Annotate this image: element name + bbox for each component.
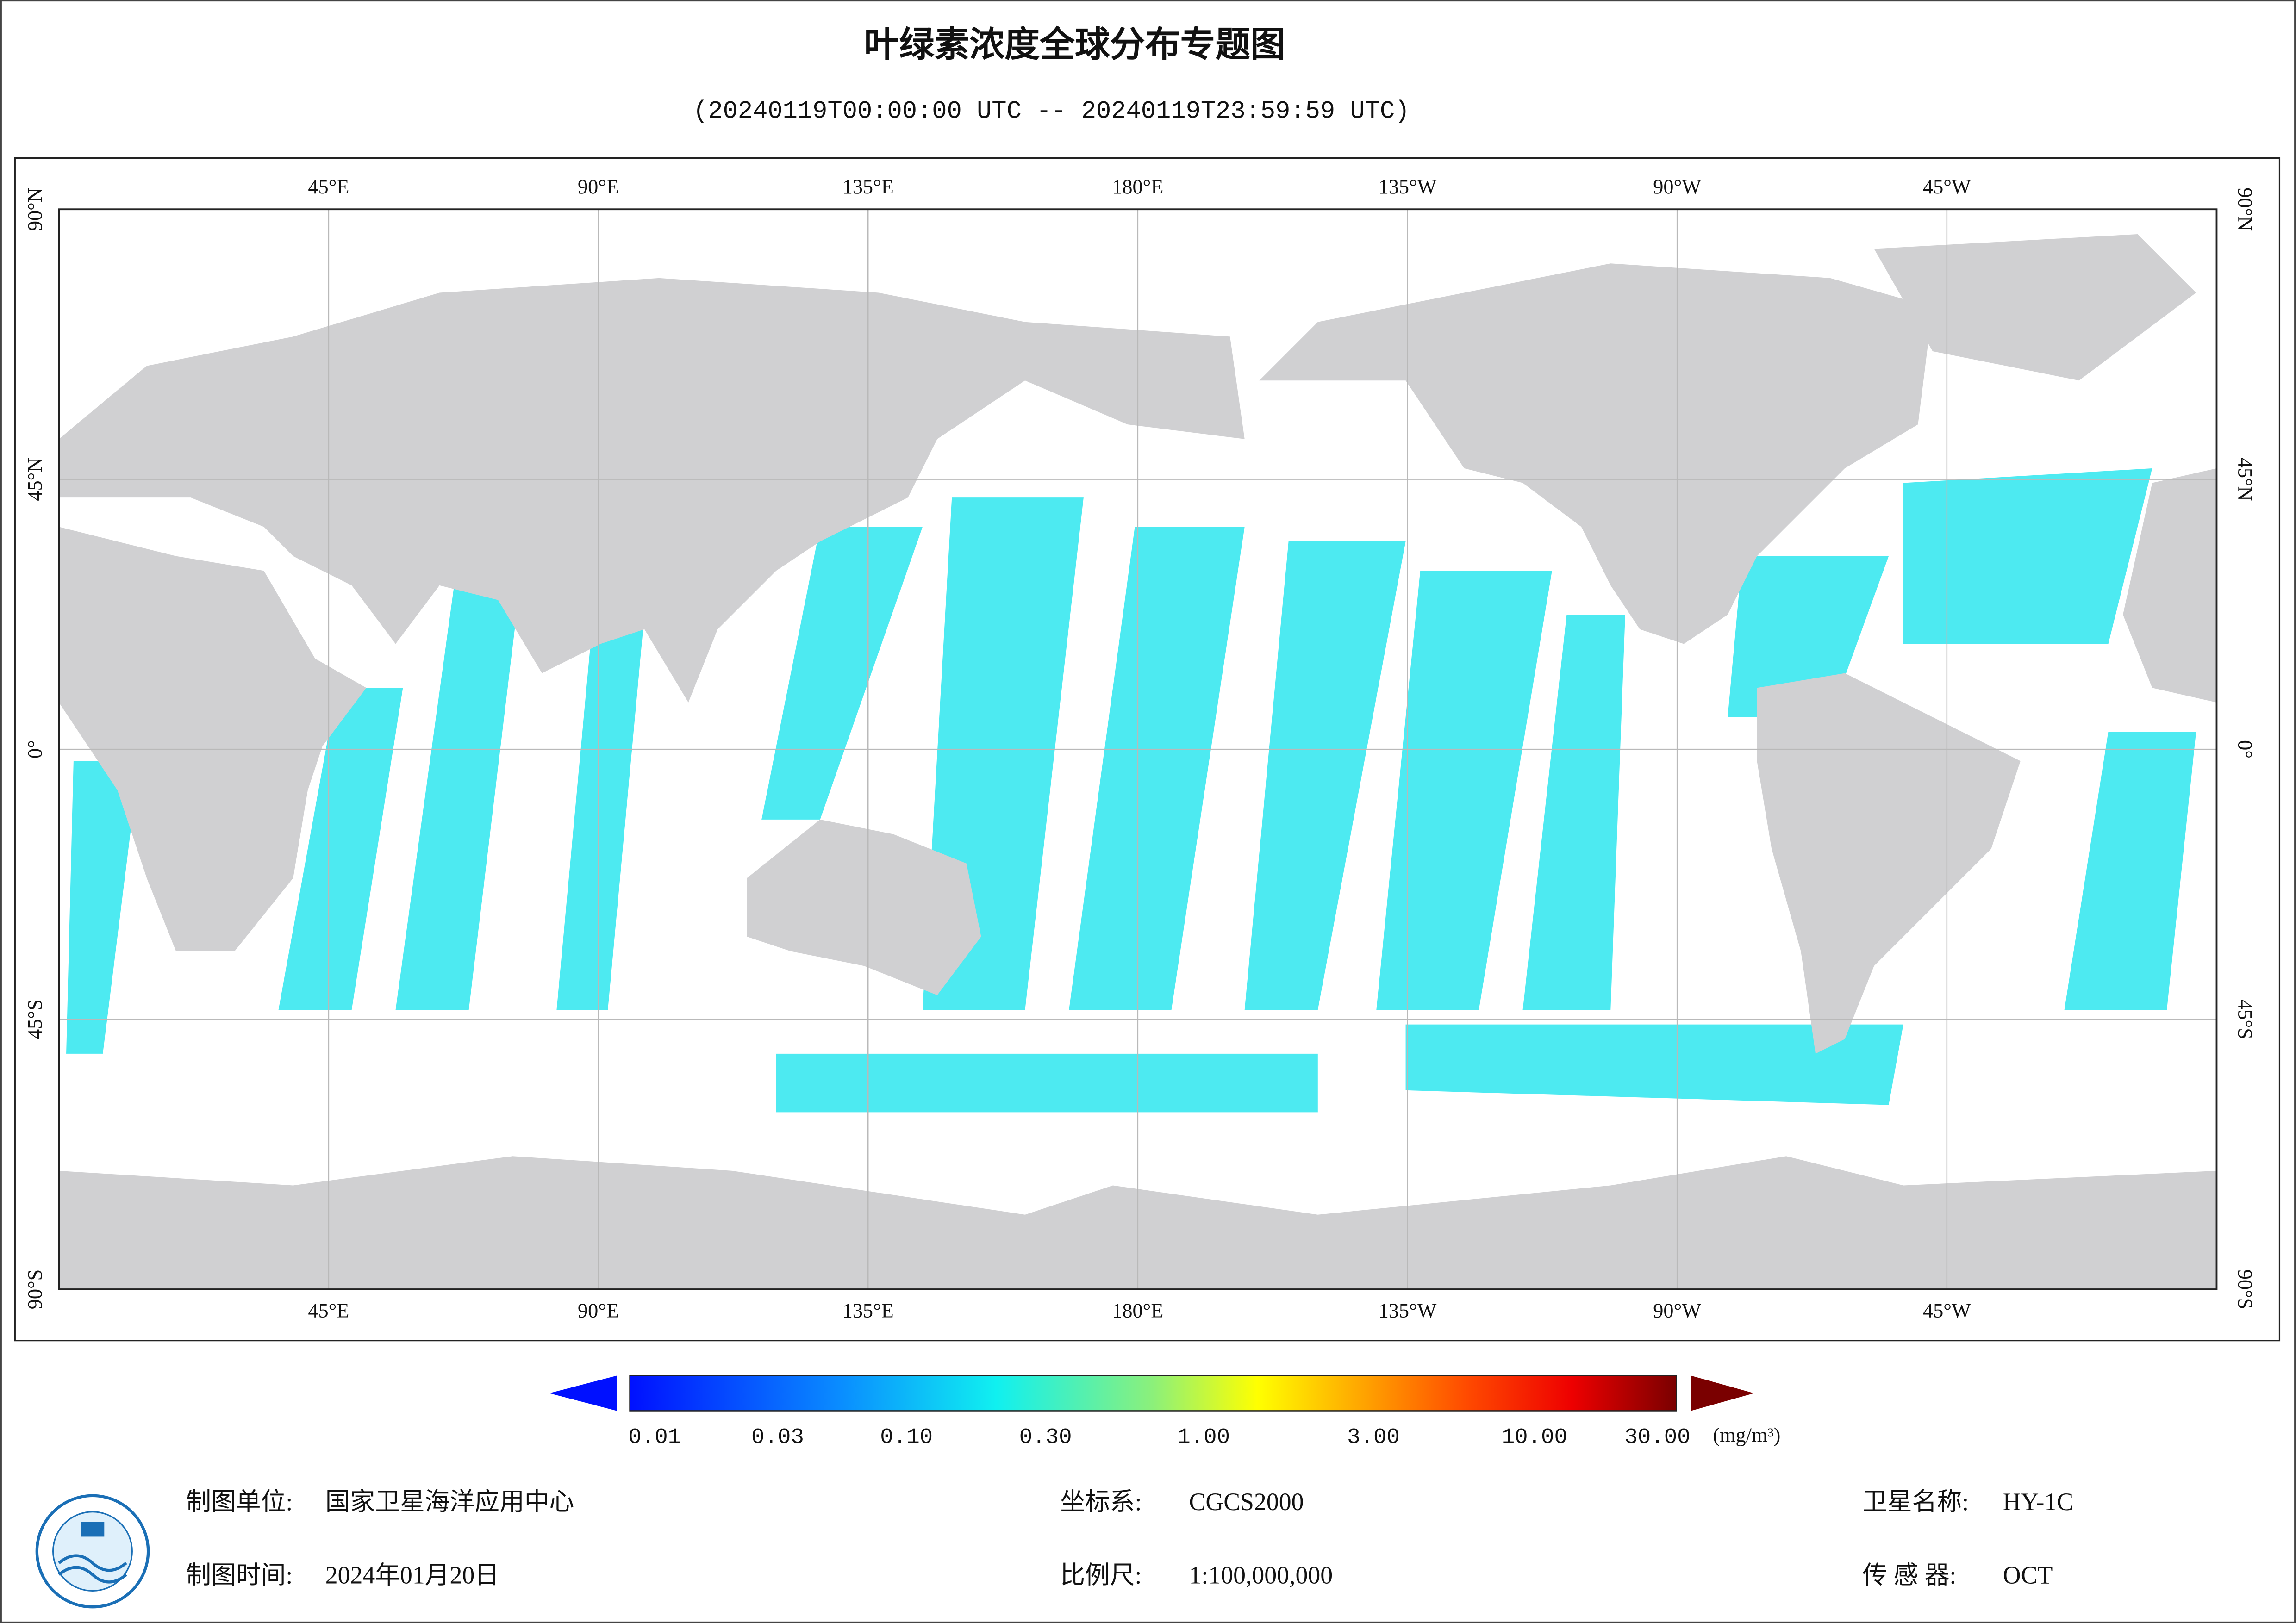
footer-label: 制图时间:	[186, 1561, 293, 1589]
australia	[747, 819, 981, 995]
map-border	[58, 208, 2218, 1290]
footer-value: OCT	[2003, 1561, 2053, 1589]
graticule: 45°E 45°E 90°E 90°E 135°E 135°E 180°E 180°E 135°…	[24, 175, 2256, 1322]
swath	[776, 1053, 1318, 1113]
swath	[2064, 732, 2196, 1010]
longitude-label: 45°E	[308, 175, 349, 198]
longitude-label: 45°W	[1923, 1300, 1971, 1322]
longitude-label: 135°W	[1379, 1300, 1437, 1322]
longitude-label: 45°W	[1923, 175, 1971, 198]
footer-value: 2024年01月20日	[325, 1561, 499, 1589]
latitude-label: 90°S	[24, 1269, 46, 1310]
eurasia	[59, 278, 1245, 703]
longitude-label: 90°W	[1653, 175, 1701, 198]
swath	[1405, 1024, 1903, 1105]
map: 45°E 45°E 90°E 90°E 135°E 135°E 180°E 180°E 135°…	[24, 175, 2256, 1322]
longitude-label: 45°E	[308, 1300, 349, 1322]
swath	[1244, 541, 1406, 1010]
map-frame	[14, 157, 2281, 1342]
longitude-label: 135°W	[1379, 175, 1437, 198]
footer-label: 比例尺:	[1060, 1561, 1142, 1589]
footer-label: 传 感 器:	[1862, 1561, 1956, 1589]
swath	[1903, 468, 2152, 644]
colorbar-label: 1.00	[1177, 1425, 1230, 1450]
colorbar-label: 0.03	[751, 1425, 804, 1450]
colorbar-unit: (mg/m³)	[1713, 1424, 1780, 1447]
latitude-label: 45°N	[2234, 458, 2256, 501]
swath	[556, 615, 645, 1010]
colorbar-label: 3.00	[1347, 1425, 1400, 1450]
logo	[35, 1494, 150, 1609]
footer: 制图单位: 国家卫星海洋应用中心 制图时间: 2024年01月20日 坐标系: …	[186, 1488, 2073, 1589]
latitude-label: 90°N	[24, 187, 46, 231]
satellite-swaths	[66, 468, 2196, 1113]
longitude-label: 90°E	[578, 1300, 619, 1322]
latitude-label: 45°N	[24, 458, 46, 501]
swath	[1522, 615, 1625, 1010]
footer-value: HY-1C	[2003, 1488, 2073, 1516]
greenland	[1874, 234, 2196, 381]
swath	[761, 527, 923, 820]
footer-label: 坐标系:	[1060, 1488, 1142, 1516]
swath	[66, 761, 140, 1054]
latitude-label: 0°	[24, 740, 46, 759]
africa	[59, 527, 367, 951]
latitude-label: 45°S	[2234, 999, 2256, 1039]
swath	[395, 585, 520, 1010]
longitude-label: 90°W	[1653, 1300, 1701, 1322]
latitude-label: 0°	[2234, 740, 2256, 759]
north-america	[1259, 263, 1933, 644]
footer-label: 制图单位:	[186, 1488, 293, 1516]
colorbar-high-arrow	[1691, 1375, 1754, 1411]
longitude-label: 180°E	[1112, 1300, 1163, 1322]
colorbar-label: 0.01	[628, 1425, 681, 1450]
colorbar-label: 0.10	[880, 1425, 933, 1450]
south-america	[1757, 673, 2021, 1054]
swath	[1376, 571, 1552, 1010]
colorbar-low-arrow	[549, 1375, 617, 1411]
footer-value: 国家卫星海洋应用中心	[325, 1488, 574, 1516]
longitude-label: 135°E	[842, 175, 894, 198]
longitude-label: 90°E	[578, 175, 619, 198]
latitude-label: 90°S	[2234, 1269, 2256, 1310]
colorbar-label: 10.00	[1502, 1425, 1567, 1450]
swath	[1069, 527, 1245, 1010]
footer-value: CGCS2000	[1189, 1488, 1304, 1516]
colorbar-label: 30.00	[1624, 1425, 1690, 1450]
colorbar: 0.01 0.03 0.10 0.30 1.00 3.00 10.00 30.00 (mg/m³…	[549, 1375, 1780, 1450]
longitude-label: 180°E	[1112, 175, 1163, 198]
footer-label: 卫星名称:	[1862, 1488, 1969, 1516]
swath	[1728, 556, 1889, 717]
latitude-label: 90°N	[2234, 187, 2256, 231]
colorbar-label: 0.30	[1019, 1425, 1072, 1450]
latitude-label: 45°S	[24, 999, 46, 1039]
colorbar-ramp	[629, 1375, 1677, 1412]
longitude-label: 135°E	[842, 1300, 894, 1322]
swath	[278, 688, 403, 1010]
europe-africa-east	[2123, 468, 2217, 703]
title: 叶绿素浓度全球分布专题图	[864, 25, 1286, 64]
subtitle: (20240119T00:00:00 UTC -- 20240119T23:59…	[693, 98, 1410, 126]
footer-value: 1:100,000,000	[1189, 1561, 1333, 1589]
